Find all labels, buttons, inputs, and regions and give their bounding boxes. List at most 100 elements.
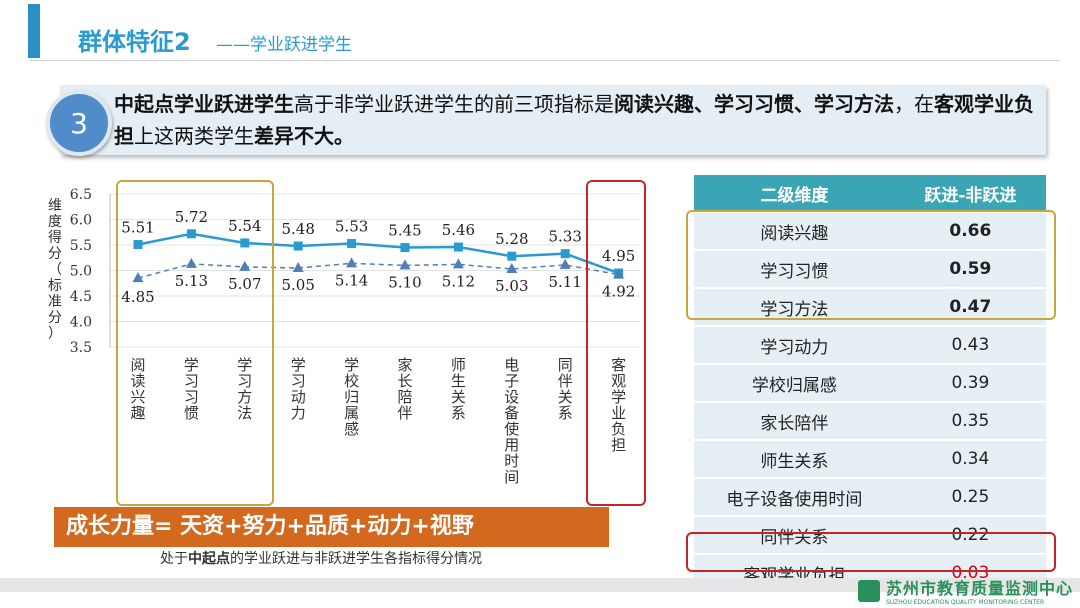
table-row: 师生关系 0.34 — [694, 441, 1046, 477]
callout-part: 阅读兴趣、学习习惯、学习方法 — [614, 92, 894, 116]
y-axis-label-char: （ — [48, 262, 62, 278]
data-label: 5.54 — [228, 217, 261, 235]
data-point-nonleap — [613, 268, 625, 279]
data-point-nonleap — [292, 261, 304, 272]
table-cell-dimension: 学校归属感 — [694, 365, 895, 401]
table-cell-value: 0.43 — [894, 327, 1046, 363]
x-tick-label: 伴 — [397, 404, 412, 422]
logo-english-text: SUZHOU EDUCATION QUALITY MONITORING CENT… — [886, 599, 1045, 606]
data-point-leap — [186, 229, 196, 239]
callout-box — [60, 85, 1046, 155]
data-point-nonleap — [185, 257, 197, 268]
footer-logo: 苏州市教育质量监测中心 SUZHOU EDUCATION QUALITY MON… — [858, 575, 1073, 606]
table-cell-value: 0.39 — [894, 365, 1046, 401]
data-label: 5.11 — [548, 273, 581, 291]
book-logo-icon — [858, 579, 880, 602]
data-point-nonleap — [559, 258, 571, 269]
x-tick-label: 陪 — [397, 388, 412, 406]
table-cell-dimension: 学习习惯 — [694, 251, 895, 287]
table-cell-value: 0.34 — [894, 441, 1046, 477]
data-point-leap — [240, 238, 250, 248]
x-tick-label: 学 — [184, 356, 199, 374]
callout-part: 客观学业负担 — [114, 92, 1034, 148]
x-tick-label: 感 — [344, 420, 359, 438]
data-point-nonleap — [239, 260, 251, 271]
y-tick-label: 3.5 — [70, 340, 92, 356]
data-point-nonleap — [452, 258, 464, 269]
x-tick-label: 归 — [344, 388, 359, 406]
data-label: 5.45 — [388, 222, 421, 240]
x-tick-label: 间 — [504, 468, 519, 486]
x-tick-label: 关 — [558, 388, 573, 406]
callout-number-badge: 3 — [46, 90, 112, 156]
y-axis-label-char: 度 — [48, 214, 62, 230]
data-label: 4.85 — [121, 288, 154, 306]
y-axis-label-char: ） — [48, 326, 62, 342]
data-label: 5.46 — [442, 221, 475, 239]
table-cell-dimension: 学习动力 — [694, 327, 895, 363]
data-point-nonleap — [346, 257, 358, 268]
y-axis-label-char: 分 — [48, 310, 62, 326]
callout-part: 高于非学业跃进学生的前三项指标是 — [294, 92, 614, 116]
table-top-three-highlight — [686, 210, 1056, 320]
x-tick-label: 担 — [611, 436, 626, 454]
data-point-leap — [347, 238, 357, 248]
x-tick-label: 生 — [451, 372, 466, 390]
table-header-difference: 跃进-非跃进 — [894, 175, 1046, 211]
x-tick-label: 习 — [184, 388, 199, 406]
x-tick-label: 读 — [130, 372, 145, 390]
series-line-leap — [137, 232, 620, 275]
x-tick-label: 时 — [504, 452, 519, 470]
y-tick-label: 6.5 — [70, 187, 92, 203]
x-tick-label: 趣 — [130, 404, 145, 422]
data-label: 5.13 — [175, 272, 208, 290]
x-tick-label: 设 — [504, 388, 519, 406]
callout-text: 中起点学业跃进学生高于非学业跃进学生的前三项指标是阅读兴趣、学习习惯、学习方法，… — [114, 88, 1044, 152]
top-three-highlight-box — [116, 180, 274, 506]
x-tick-label: 子 — [504, 372, 519, 390]
data-label: 4.92 — [602, 283, 635, 301]
page-subtitle: ——学业跃进学生 — [216, 35, 352, 55]
series-line-nonleap — [137, 262, 619, 279]
callout-part: 上这两类学生 — [134, 124, 254, 148]
page-title: 群体特征2 — [78, 28, 191, 56]
x-tick-label: 学 — [344, 356, 359, 374]
x-tick-label: 属 — [344, 404, 359, 422]
x-tick-label: 系 — [558, 404, 573, 422]
x-tick-label: 用 — [504, 436, 519, 454]
x-tick-label: 长 — [397, 372, 412, 390]
x-tick-label: 学 — [611, 388, 626, 406]
data-label: 5.07 — [228, 275, 261, 293]
data-label: 4.95 — [602, 247, 635, 265]
data-label: 5.51 — [121, 218, 154, 236]
x-tick-label: 惯 — [184, 404, 199, 422]
table-burden-highlight — [686, 532, 1056, 572]
table-row: 阅读兴趣 0.66 — [694, 213, 1046, 249]
table-cell-value: 0.59 — [894, 251, 1046, 287]
data-label: 5.05 — [281, 276, 314, 294]
y-tick-label: 5.0 — [70, 264, 92, 280]
x-tick-label: 同 — [558, 356, 573, 374]
y-axis-label-char: 分 — [48, 246, 62, 262]
y-axis-label-char: 得 — [48, 229, 62, 246]
x-tick-label: 校 — [344, 372, 359, 390]
table-header-dimension: 二级维度 — [694, 175, 895, 211]
difference-table: 二级维度 跃进-非跃进 阅读兴趣 0.66 学习习惯 0.59 学习方法 0.47 学习动力… — [694, 173, 1046, 593]
table-row: 同伴关系 0.22 — [694, 517, 1046, 553]
table-cell-dimension: 师生关系 — [694, 441, 895, 477]
y-axis-label-char: 标 — [48, 278, 62, 294]
data-label: 5.10 — [388, 273, 421, 291]
x-tick-label: 兴 — [130, 388, 145, 406]
data-label: 5.48 — [281, 220, 314, 238]
callout-part: ，在 — [894, 92, 934, 116]
data-point-leap — [560, 249, 570, 259]
table-row: 家长陪伴 0.35 — [694, 403, 1046, 439]
table-cell-value: 0.66 — [894, 213, 1046, 249]
data-point-leap — [400, 243, 410, 253]
title-accent-bar — [28, 4, 40, 58]
x-tick-label: 力 — [291, 404, 306, 422]
x-tick-label: 习 — [291, 372, 306, 390]
x-tick-label: 阅 — [130, 356, 145, 374]
data-point-nonleap — [506, 262, 518, 273]
x-tick-label: 电 — [504, 356, 519, 374]
